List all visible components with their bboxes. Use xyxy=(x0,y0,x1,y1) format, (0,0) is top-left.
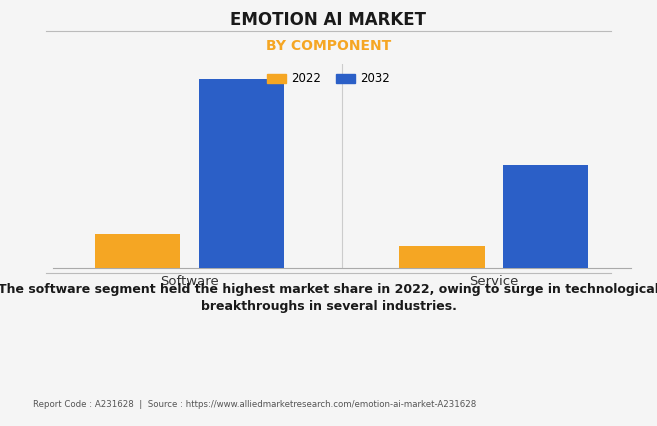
Bar xyxy=(95,234,181,268)
Bar xyxy=(198,79,284,268)
Legend: 2022, 2032: 2022, 2032 xyxy=(262,68,395,90)
Text: EMOTION AI MARKET: EMOTION AI MARKET xyxy=(231,11,426,29)
Bar xyxy=(399,246,485,268)
Text: BY COMPONENT: BY COMPONENT xyxy=(266,39,391,53)
Text: breakthroughs in several industries.: breakthroughs in several industries. xyxy=(200,300,457,314)
Text: The software segment held the highest market share in 2022, owing to surge in te: The software segment held the highest ma… xyxy=(0,283,657,296)
Text: Report Code : A231628  |  Source : https://www.alliedmarketresearch.com/emotion-: Report Code : A231628 | Source : https:/… xyxy=(33,400,476,409)
Bar xyxy=(503,165,588,268)
